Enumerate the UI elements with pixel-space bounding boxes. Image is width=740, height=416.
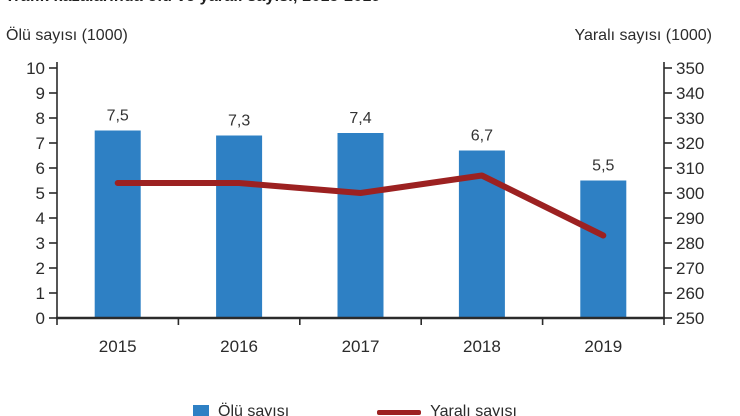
chart-title: Trafik kazalarında ölü ve yaralı sayısı,… bbox=[5, 0, 381, 6]
right-axis-tick-label: 300 bbox=[676, 184, 704, 203]
left-axis-tick-label: 8 bbox=[36, 109, 45, 128]
right-axis-tick-label: 270 bbox=[676, 259, 704, 278]
left-axis-tick-label: 2 bbox=[36, 259, 45, 278]
legend-label-dead: Ölü sayısı bbox=[218, 403, 290, 416]
dead-series-swatch-icon bbox=[193, 404, 209, 416]
right-axis-tick-label: 340 bbox=[676, 84, 704, 103]
right-axis-tick-label: 330 bbox=[676, 109, 704, 128]
right-axis-unit-label: Yaralı sayısı (1000) bbox=[574, 27, 712, 44]
left-axis-unit-label: Ölü sayısı (1000) bbox=[6, 27, 128, 44]
left-axis-tick-label: 5 bbox=[36, 184, 45, 203]
injured-series-line-icon bbox=[377, 409, 422, 415]
bar-2019 bbox=[580, 180, 627, 318]
category-label-2018: 2018 bbox=[463, 337, 501, 356]
right-axis-tick-label: 320 bbox=[676, 134, 704, 153]
bar-2015 bbox=[94, 130, 141, 318]
left-axis-tick-label: 9 bbox=[36, 84, 45, 103]
legend-label-injured: Yaralı sayısı bbox=[430, 403, 517, 416]
bar-2016 bbox=[216, 135, 263, 318]
bar-value-label: 7,4 bbox=[349, 110, 371, 127]
category-label-2015: 2015 bbox=[99, 337, 137, 356]
category-label-2019: 2019 bbox=[584, 337, 622, 356]
right-axis-tick-label: 260 bbox=[676, 284, 704, 303]
left-axis-tick-label: 10 bbox=[26, 59, 45, 78]
right-axis-tick-label: 280 bbox=[676, 234, 704, 253]
bar-value-label: 7,5 bbox=[107, 108, 129, 125]
left-axis-tick-label: 4 bbox=[36, 209, 45, 228]
left-axis-tick-label: 7 bbox=[36, 134, 45, 153]
bar-value-label: 6,7 bbox=[471, 128, 493, 145]
right-axis-tick-label: 350 bbox=[676, 59, 704, 78]
injured-line bbox=[114, 172, 607, 239]
bar-value-label: 7,3 bbox=[228, 113, 250, 130]
left-axis-tick-label: 6 bbox=[36, 159, 45, 178]
legend-item-injured: Yaralı sayısı bbox=[377, 403, 517, 416]
right-axis-tick-label: 250 bbox=[676, 309, 704, 328]
legend: Ölü sayısı Yaralı sayısı bbox=[193, 403, 605, 416]
bar-value-label: 5,5 bbox=[592, 158, 614, 175]
category-label-2017: 2017 bbox=[342, 337, 380, 356]
left-axis-tick-label: 1 bbox=[36, 284, 45, 303]
legend-item-dead: Ölü sayısı bbox=[193, 403, 289, 416]
right-axis-tick-label: 310 bbox=[676, 159, 704, 178]
left-axis-tick-label: 3 bbox=[36, 234, 45, 253]
bar-2017 bbox=[337, 133, 384, 318]
category-label-2016: 2016 bbox=[220, 337, 258, 356]
right-axis-tick-label: 290 bbox=[676, 209, 704, 228]
left-axis-tick-label: 0 bbox=[36, 309, 45, 328]
